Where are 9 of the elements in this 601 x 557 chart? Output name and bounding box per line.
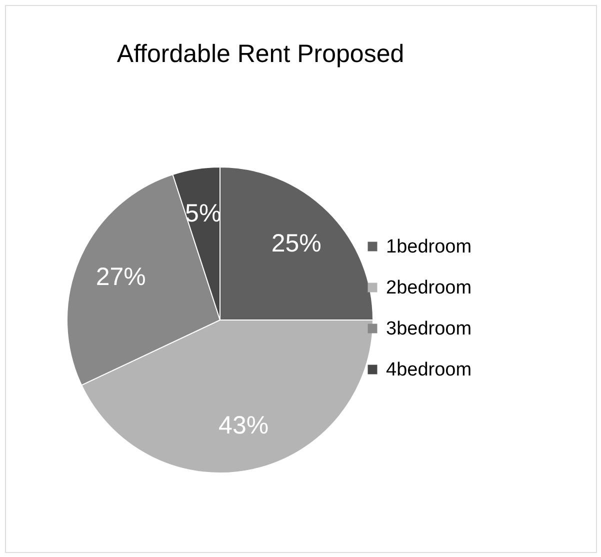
data-label: 43% xyxy=(218,411,269,440)
legend-label: 2bedroom xyxy=(386,278,472,298)
legend-label: 1bedroom xyxy=(386,236,472,258)
data-label: 5% xyxy=(185,199,222,228)
legend-label: 3bedroom xyxy=(386,318,472,340)
data-label: 27% xyxy=(96,263,146,292)
legend-label: 4bedroom xyxy=(386,360,472,380)
data-label: 25% xyxy=(271,230,322,258)
chart-title: Affordable Rent Proposed xyxy=(116,40,404,68)
